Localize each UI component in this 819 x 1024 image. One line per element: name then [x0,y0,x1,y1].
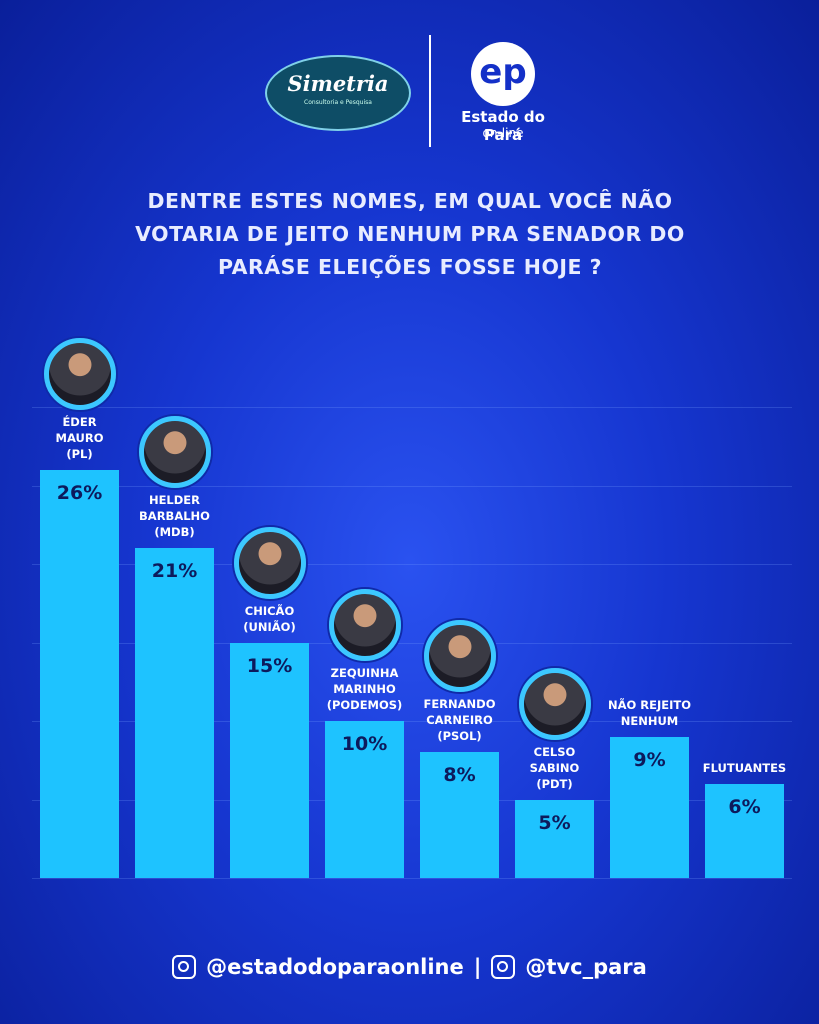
category-group: FERNANDO CARNEIRO (PSOL) [412,620,507,744]
brand-name: Simetria [287,71,389,96]
category-group: NÃO REJEITO NENHUM [602,693,697,729]
grid-line [32,642,792,644]
category-label: NÃO REJEITO NENHUM [607,697,692,728]
footer: @estadodoparaonline | @tvc_para [0,955,819,979]
brand-logo: Simetria Consultoria e Pesquisa [265,55,411,131]
value-label: 10% [341,733,388,755]
category-group: ÉDER MAURO (PL) [32,337,127,462]
category-group: ZEQUINHA MARINHO (PODEMOS) [317,589,412,713]
bar [40,469,119,878]
value-label: 5% [538,811,571,834]
value-label: 9% [633,748,666,771]
category-label: HELDER BARBALHO (MDB) [139,493,210,540]
partner-sub: on-line [482,126,524,140]
category-label: CHICÃO (UNIÃO) [243,603,296,634]
candidate-photo [138,416,211,489]
instagram-icon [491,955,516,979]
handle: @tvc_para [525,955,647,979]
grid-line [32,407,792,408]
partner-name: Estado do Pará [461,108,545,144]
category-group: FLUTUANTES [697,756,792,776]
grid-line [32,878,792,879]
candidate-photo [423,620,496,693]
category-label: FERNANDO CARNEIRO (PSOL) [423,697,496,744]
bar [515,799,594,878]
value-label: 15% [246,654,293,677]
candidate-photo [233,526,306,599]
bar [705,783,784,878]
bar [230,642,309,878]
category-label: ZEQUINHA MARINHO (PODEMOS) [326,666,403,712]
category-label: CELSO SABINO (PDT) [529,744,580,791]
brand-sub: Consultoria e Pesquisa [304,99,372,106]
grid-line [32,799,792,801]
divider [429,35,431,147]
grid-line [32,485,792,487]
partner-logo: ep [471,42,535,106]
value-label: 21% [151,560,198,583]
bar [135,548,214,878]
bar [610,736,689,878]
bar [420,752,499,878]
chart-title: DENTRE ESTES NOMES, EM QUAL VOCÊ NÃO VOT… [135,189,685,279]
value-label: 8% [443,764,476,787]
candidate-photo [43,337,116,410]
value-label: 6% [728,795,761,818]
value-label: 26% [56,481,103,504]
category-group: CHICÃO (UNIÃO) [222,526,317,635]
bar [325,721,404,878]
handle: @estadodoparaonline [206,955,464,979]
category-group: CELSO SABINO (PDT) [507,667,602,792]
category-group: HELDER BARBALHO (MDB) [127,416,222,540]
grid-line [32,564,792,565]
category-label: FLUTUANTES [702,760,787,775]
separator: | [473,955,482,979]
instagram-icon [172,955,197,979]
candidate-photo [328,589,401,661]
category-label: ÉDER MAURO (PL) [55,414,104,461]
grid-line [32,721,792,722]
candidate-photo [518,667,591,740]
